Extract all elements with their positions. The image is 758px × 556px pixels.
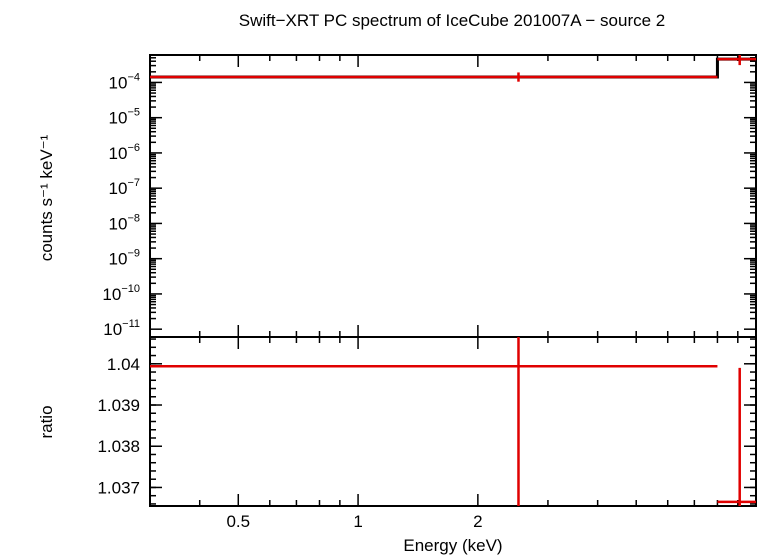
- x-axis-label: Energy (keV): [403, 536, 502, 555]
- ratio-marks: [150, 337, 756, 506]
- ratio-ticks: [149, 337, 756, 506]
- y-tick-label: 10−8: [109, 212, 140, 233]
- y-tick-label: 10−6: [109, 142, 140, 163]
- ratio-y-tick-labels: 1.037 1.038 1.039 1.04: [97, 355, 140, 498]
- spectrum-panel: 10−4 10−5 10−6 10−7 10−8 10−9 10−10 10−11 count…: [37, 54, 757, 339]
- y-tick-label: 1.037: [97, 478, 140, 497]
- x-tick-labels: 0.5 1 2: [226, 512, 482, 531]
- y-tick-label: 10−10: [102, 283, 140, 304]
- spectrum-y-tick-labels: 10−4 10−5 10−6 10−7 10−8 10−9 10−10 10−11: [102, 71, 140, 339]
- y-tick-label: 10−4: [109, 71, 140, 92]
- spectrum-y-axis-label: counts s⁻¹ keV⁻¹: [37, 134, 56, 261]
- chart-title: Swift−XRT PC spectrum of IceCube 201007A…: [239, 11, 666, 30]
- spectrum-plot-frame: [149, 54, 757, 338]
- x-tick-label: 1: [353, 512, 362, 531]
- ratio-plot-frame: [149, 336, 757, 507]
- x-tick-label: 2: [473, 512, 482, 531]
- y-tick-label: 10−9: [109, 248, 140, 269]
- y-tick-label: 1.038: [97, 437, 140, 456]
- y-tick-label: 10−11: [103, 318, 140, 339]
- y-tick-label: 10−7: [109, 177, 140, 198]
- spectrum-marks: [150, 55, 756, 82]
- spectrum-ticks: [149, 55, 756, 337]
- ratio-y-axis-label: ratio: [37, 405, 56, 438]
- ratio-panel: 1.037 1.038 1.039 1.04 0.5 1 2 ratio Energy (…: [37, 336, 757, 555]
- y-tick-label: 10−5: [109, 107, 140, 128]
- x-tick-label: 0.5: [226, 512, 250, 531]
- y-tick-label: 1.039: [97, 396, 140, 415]
- model-step-line: [150, 57, 756, 79]
- y-tick-label: 1.04: [107, 355, 140, 374]
